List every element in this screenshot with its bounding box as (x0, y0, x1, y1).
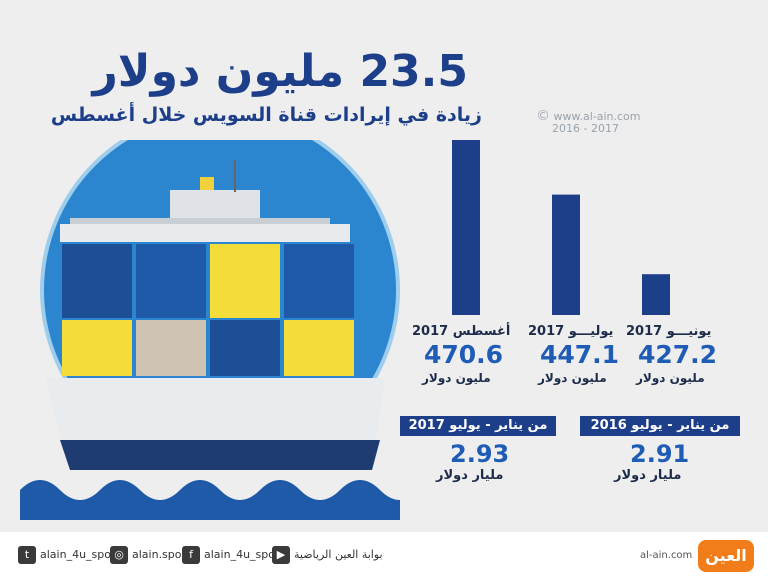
bar-0 (452, 140, 480, 315)
twitter-handle[interactable]: alain_4u_sport (40, 548, 120, 561)
logo: العين (698, 540, 754, 572)
period-unit-2016: مليار دولار (614, 468, 682, 483)
bar-1 (552, 194, 580, 315)
youtube-icon[interactable]: ▶ (272, 546, 290, 564)
month-unit-2: مليون دولار (636, 371, 705, 385)
period-label-2017: من يناير - يوليو 2017 (400, 416, 556, 436)
month-value-2: 427.2 (638, 340, 718, 369)
container (136, 244, 206, 318)
period-value-2017: 2.93 (450, 440, 510, 468)
container (62, 320, 132, 376)
copyright-years: 2016 - 2017 (552, 122, 619, 135)
ship-bridge (170, 190, 260, 218)
waves (20, 480, 400, 520)
container (284, 320, 354, 376)
period-label-2016: من يناير - يوليو 2016 (580, 416, 740, 436)
facebook-handle[interactable]: alain_4u_sport (204, 548, 284, 561)
copyright-site: www.al-ain.com (553, 110, 641, 123)
twitter-icon[interactable]: t (18, 546, 36, 564)
subtitle: زيادة في إيرادات قناة السويس خلال أغسطس (50, 104, 482, 126)
instagram-icon[interactable]: ◎ (110, 546, 128, 564)
youtube-channel[interactable]: بوابة العين الرياضية (294, 548, 383, 561)
container (210, 320, 280, 376)
headline: 23.5 مليون دولار (92, 46, 468, 97)
container (210, 244, 280, 318)
container (136, 320, 206, 376)
copyright: © www.al-ain.com 2016 - 2017 (536, 108, 641, 135)
copyright-icon: © (536, 108, 550, 124)
site-url[interactable]: al-ain.com (640, 550, 693, 561)
month-unit-0: مليون دولار (422, 371, 491, 385)
facebook-icon[interactable]: f (182, 546, 200, 564)
month-value-1: 447.1 (540, 340, 620, 369)
bar-chart (452, 140, 670, 315)
bar-2 (642, 274, 670, 315)
month-label-1: يوليـــو 2017 (528, 324, 614, 339)
month-label-0: أغسطس 2017 (412, 324, 511, 339)
month-label-2: يونيـــو 2017 (626, 324, 712, 339)
month-value-0: 470.6 (424, 340, 504, 369)
footer (0, 532, 768, 576)
container (62, 244, 132, 318)
instagram-handle[interactable]: alain.sport (132, 548, 191, 561)
container (284, 244, 354, 318)
period-unit-2017: مليار دولار (436, 468, 504, 483)
month-unit-1: مليون دولار (538, 371, 607, 385)
ship-funnel (200, 177, 214, 192)
period-value-2016: 2.91 (630, 440, 690, 468)
ship-illustration (20, 140, 400, 520)
